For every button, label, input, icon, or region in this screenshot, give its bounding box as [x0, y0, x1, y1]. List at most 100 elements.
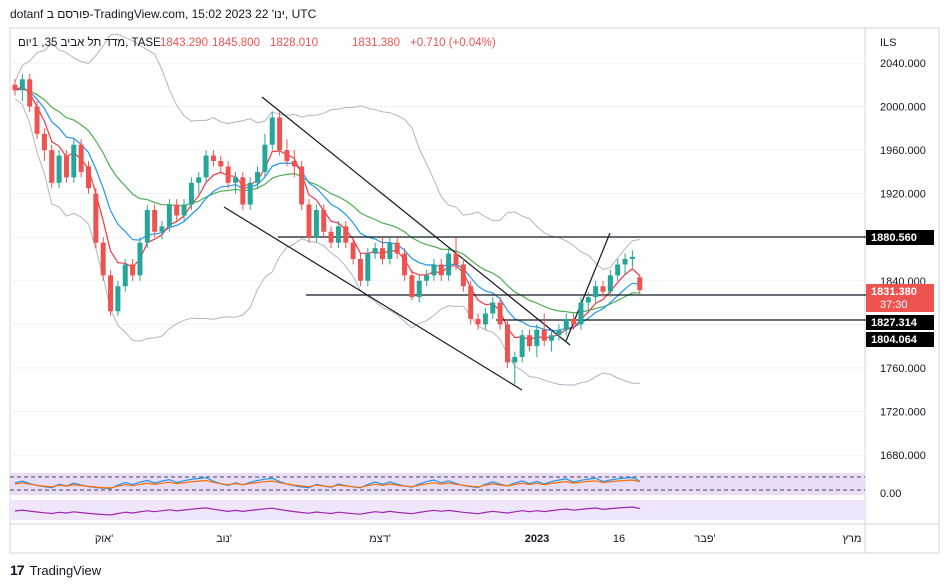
candle-body — [350, 242, 356, 259]
candle-body — [453, 253, 459, 265]
ema-mid-line — [14, 87, 640, 332]
bollinger-bands — [14, 33, 640, 386]
candle-body — [328, 231, 334, 243]
candle-body — [130, 264, 136, 276]
x-tick-label: פבר' — [694, 533, 715, 545]
candle-body — [313, 210, 319, 238]
candle-body — [27, 79, 33, 107]
y-tick-label: 1720.000 — [880, 406, 926, 418]
lower-band-line — [14, 98, 640, 386]
upper-band-line — [14, 33, 640, 271]
level-tag-2 — [866, 315, 934, 330]
candle-body — [152, 210, 158, 232]
candle-body — [137, 242, 143, 276]
candle-body — [284, 150, 290, 161]
candle-body — [196, 177, 202, 183]
candle-body — [240, 177, 246, 205]
candle-body — [556, 329, 562, 336]
candle-body — [188, 182, 194, 205]
candle-body — [527, 335, 532, 347]
candle-body — [63, 155, 69, 178]
countdown-text: 37:30 — [880, 299, 908, 311]
candle-body — [159, 226, 165, 232]
y-tick-label: 1920.000 — [880, 189, 926, 201]
candle-body — [86, 166, 91, 189]
time-axis[interactable]: אוק' נוב' דצמ' 2023 16 פבר' מרץ — [95, 533, 862, 545]
tradingview-brand[interactable]: 17 TradingView — [10, 562, 101, 578]
candle-body — [402, 253, 408, 276]
x-tick-label: מרץ — [843, 533, 862, 545]
y-tick-label: 1680.000 — [880, 450, 926, 462]
candle-body — [277, 117, 283, 151]
candle-body — [534, 329, 540, 347]
candle-body — [247, 182, 253, 205]
x-tick-label: אוק' — [95, 533, 113, 545]
candle-body — [233, 177, 238, 183]
candle-body — [416, 280, 422, 298]
candle-body — [490, 302, 496, 314]
candle-body — [144, 210, 150, 243]
candle-body — [166, 204, 172, 227]
y-tick-label: 1760.000 — [880, 363, 926, 375]
candle-body — [563, 318, 569, 330]
level-tag-1-text: 1880.560 — [871, 232, 917, 244]
candle-body — [380, 248, 385, 259]
candle-body — [593, 286, 599, 298]
published-by-line: dotanf פורסם ב-TradingView.com, 15:02 20… — [10, 7, 317, 21]
level-tag-3 — [866, 332, 934, 347]
legend-change: +0.710 (+0.04%) — [410, 37, 496, 49]
candle-body — [56, 155, 62, 183]
candle-body — [409, 275, 415, 298]
legend: מדד תל אביב 35, 1יום, TASE 1843.290 1845… — [18, 36, 496, 49]
axis-zero-label: 0.00 — [880, 488, 901, 500]
candle-body — [571, 318, 577, 325]
candle-body — [291, 161, 297, 167]
candle-body — [387, 242, 393, 259]
candle-body — [365, 253, 371, 281]
price-tags: 1880.560 1831.380 37:30 1827.314 1804.06… — [866, 230, 934, 347]
candle-body — [438, 264, 444, 276]
candle-body — [71, 144, 77, 178]
candle-body — [299, 166, 305, 205]
candle-body — [446, 253, 452, 276]
x-tick-label: דצמ' — [369, 533, 391, 545]
candle-body — [512, 357, 518, 363]
x-tick-label: 2023 — [525, 533, 549, 545]
candle-body — [203, 155, 209, 178]
candle-body — [181, 204, 187, 216]
candle-body — [394, 242, 400, 254]
candle-body — [600, 286, 606, 292]
legend-close: 1831.380 — [352, 37, 400, 49]
candle-body — [460, 264, 466, 287]
axis-currency: ILS — [880, 37, 897, 49]
candle-body — [108, 275, 114, 312]
last-price-tag — [866, 284, 934, 312]
candlestick-series — [12, 73, 643, 385]
candle-body — [269, 117, 275, 145]
candle-body — [122, 264, 128, 287]
level-tag-2-text: 1827.314 — [871, 317, 918, 329]
candle-body — [12, 84, 18, 91]
candle-body — [34, 106, 40, 134]
candle-body — [210, 155, 216, 161]
last-price-text: 1831.380 — [871, 286, 917, 298]
candle-body — [78, 144, 84, 172]
oscillator-pane-2 — [10, 500, 865, 520]
candle-body — [541, 329, 547, 341]
candle-body — [306, 204, 312, 238]
x-tick-label: 16 — [613, 533, 625, 545]
legend-high: 1845.800 — [212, 37, 260, 49]
candle-body — [262, 144, 268, 172]
candle-body — [372, 248, 378, 254]
candle-body — [482, 313, 488, 325]
legend-open: 1843.290 — [160, 37, 208, 49]
candle-body — [519, 335, 525, 357]
candle-body — [497, 302, 503, 325]
candle-body — [343, 226, 349, 243]
legend-symbol: מדד תל אביב 35, 1יום, TASE — [18, 36, 161, 49]
candle-body — [174, 204, 180, 216]
x-tick-label: נוב' — [216, 533, 232, 545]
level-tag-1 — [866, 230, 934, 245]
candle-body — [431, 264, 437, 276]
